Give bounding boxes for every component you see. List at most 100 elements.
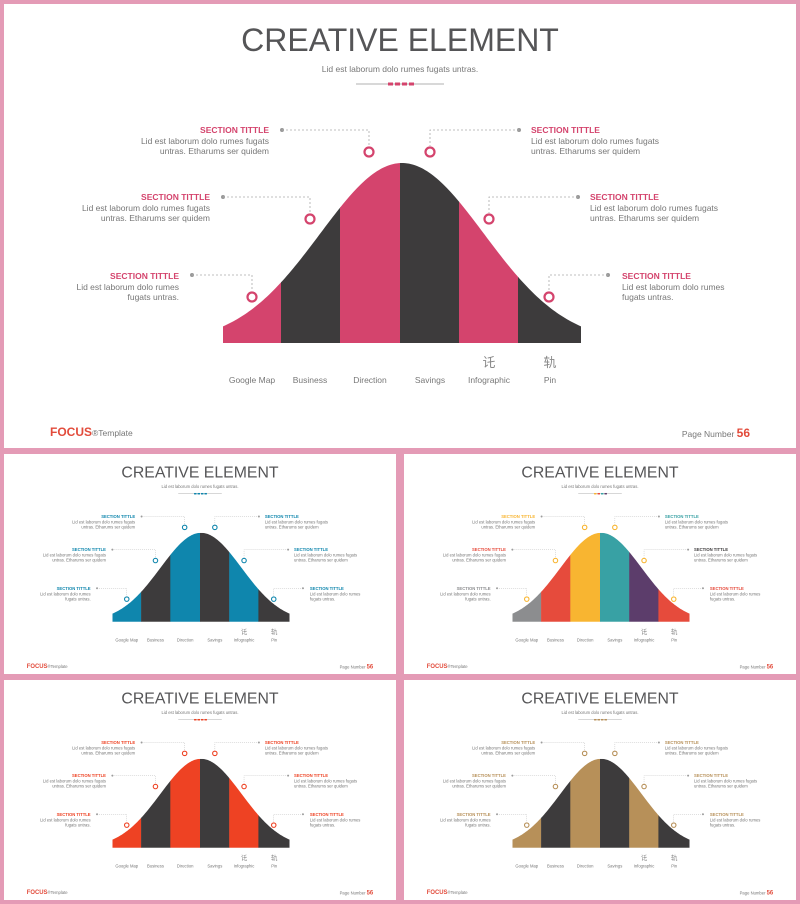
bell-curve — [512, 758, 690, 848]
slide-canvas: CREATIVE ELEMENT Lid est laborum dolo rum… — [27, 464, 374, 670]
marker-ring — [641, 557, 647, 564]
section-body: untras. Etharums ser quidem — [665, 750, 719, 755]
category-label: Google Map — [115, 638, 138, 643]
slide-main[interactable]: CREATIVE ELEMENT Lid est laborum dolo rum… — [4, 4, 796, 448]
slide-variant-orange[interactable]: CREATIVE ELEMENT Lid est laborum dolo rum… — [4, 680, 396, 900]
section-title: SECTION TITTLE — [472, 547, 506, 552]
category-label: Pin — [671, 638, 678, 643]
slide-variant-blue[interactable]: CREATIVE ELEMENT Lid est laborum dolo rum… — [4, 454, 396, 674]
section-body: Lid est laborum dolo rumes fugats — [531, 136, 659, 146]
section-title: SECTION TITTLE — [57, 586, 91, 591]
section-body: untras. Etharums ser quidem — [265, 750, 319, 755]
category-label: Infographic — [634, 864, 655, 869]
section-title: SECTION TITTLE — [200, 125, 269, 135]
marker-ring — [424, 146, 436, 158]
brand-logo: FOCUS®Template — [427, 664, 468, 670]
leader-line — [214, 742, 259, 751]
slide-subtitle: Lid est laborum dolo rumes fugats untras… — [161, 484, 238, 489]
curve-band — [512, 758, 542, 848]
section-body: untras. Etharums ser quidem — [481, 750, 535, 755]
section-body: fugats untras. — [710, 823, 735, 828]
section-body: untras. Etharums ser quidem — [452, 784, 506, 789]
section-body: untras. Etharums ser quidem — [81, 524, 135, 529]
category-icon: 轨 — [671, 853, 678, 862]
category-icon: 讬 — [241, 627, 248, 636]
section-title: SECTION TITTLE — [294, 773, 328, 778]
category-label: Infographic — [634, 638, 655, 643]
category-label: Infographic — [234, 864, 255, 869]
section-title: SECTION TITTLE — [101, 514, 135, 519]
curve-band — [200, 532, 230, 622]
leader-line — [112, 549, 156, 558]
leader-dot — [540, 515, 543, 518]
curve-band — [141, 532, 171, 622]
curve-band — [229, 758, 259, 848]
category-label: Google Map — [515, 864, 538, 869]
section-body: Lid est laborum dolo rumes fugats — [443, 553, 506, 558]
section-body: untras. Etharums ser quidem — [590, 213, 699, 223]
marker-ring — [552, 557, 559, 564]
leader-line — [541, 516, 585, 525]
leader-line — [282, 129, 370, 146]
marker-ring — [246, 291, 258, 303]
curve-band — [459, 163, 519, 343]
section-title: SECTION TITTLE — [72, 773, 106, 778]
section-body: Lid est laborum dolo rumes fugats — [141, 136, 269, 146]
section-title: SECTION TITTLE — [710, 812, 744, 817]
section-title: SECTION TITTLE — [310, 812, 344, 817]
section-body: Lid est laborum dolo rumes fugats — [265, 519, 328, 524]
section-body: Lid est laborum dolo rumes fugats — [43, 553, 106, 558]
slide-title: CREATIVE ELEMENT — [121, 464, 278, 481]
category-label: Business — [147, 638, 164, 643]
section-title: SECTION TITTLE — [472, 773, 506, 778]
marker-ring — [152, 557, 159, 564]
slide-title: CREATIVE ELEMENT — [121, 690, 278, 707]
leader-line — [192, 274, 253, 291]
slide-canvas: CREATIVE ELEMENT Lid est laborum dolo rum… — [427, 464, 774, 670]
section-body: Lid est laborum dolo rumes — [310, 818, 361, 823]
section-body: Lid est laborum dolo rumes — [440, 818, 491, 823]
section-body: fugats untras. — [65, 823, 90, 828]
marker-ring — [181, 750, 188, 757]
curve-band — [600, 532, 630, 622]
slide-title: CREATIVE ELEMENT — [521, 464, 678, 481]
leader-line — [512, 549, 556, 558]
leader-line — [223, 196, 311, 213]
curve-band — [658, 758, 690, 848]
section-body: untras. Etharums ser quidem — [52, 784, 106, 789]
slide-variant-gold[interactable]: CREATIVE ELEMENT Lid est laborum dolo rum… — [404, 680, 796, 900]
slide-variant-multicolor[interactable]: CREATIVE ELEMENT Lid est laborum dolo rum… — [404, 454, 796, 674]
section-body: Lid est laborum dolo rumes fugats — [82, 203, 210, 213]
section-body: Lid est laborum dolo rumes — [40, 592, 91, 597]
